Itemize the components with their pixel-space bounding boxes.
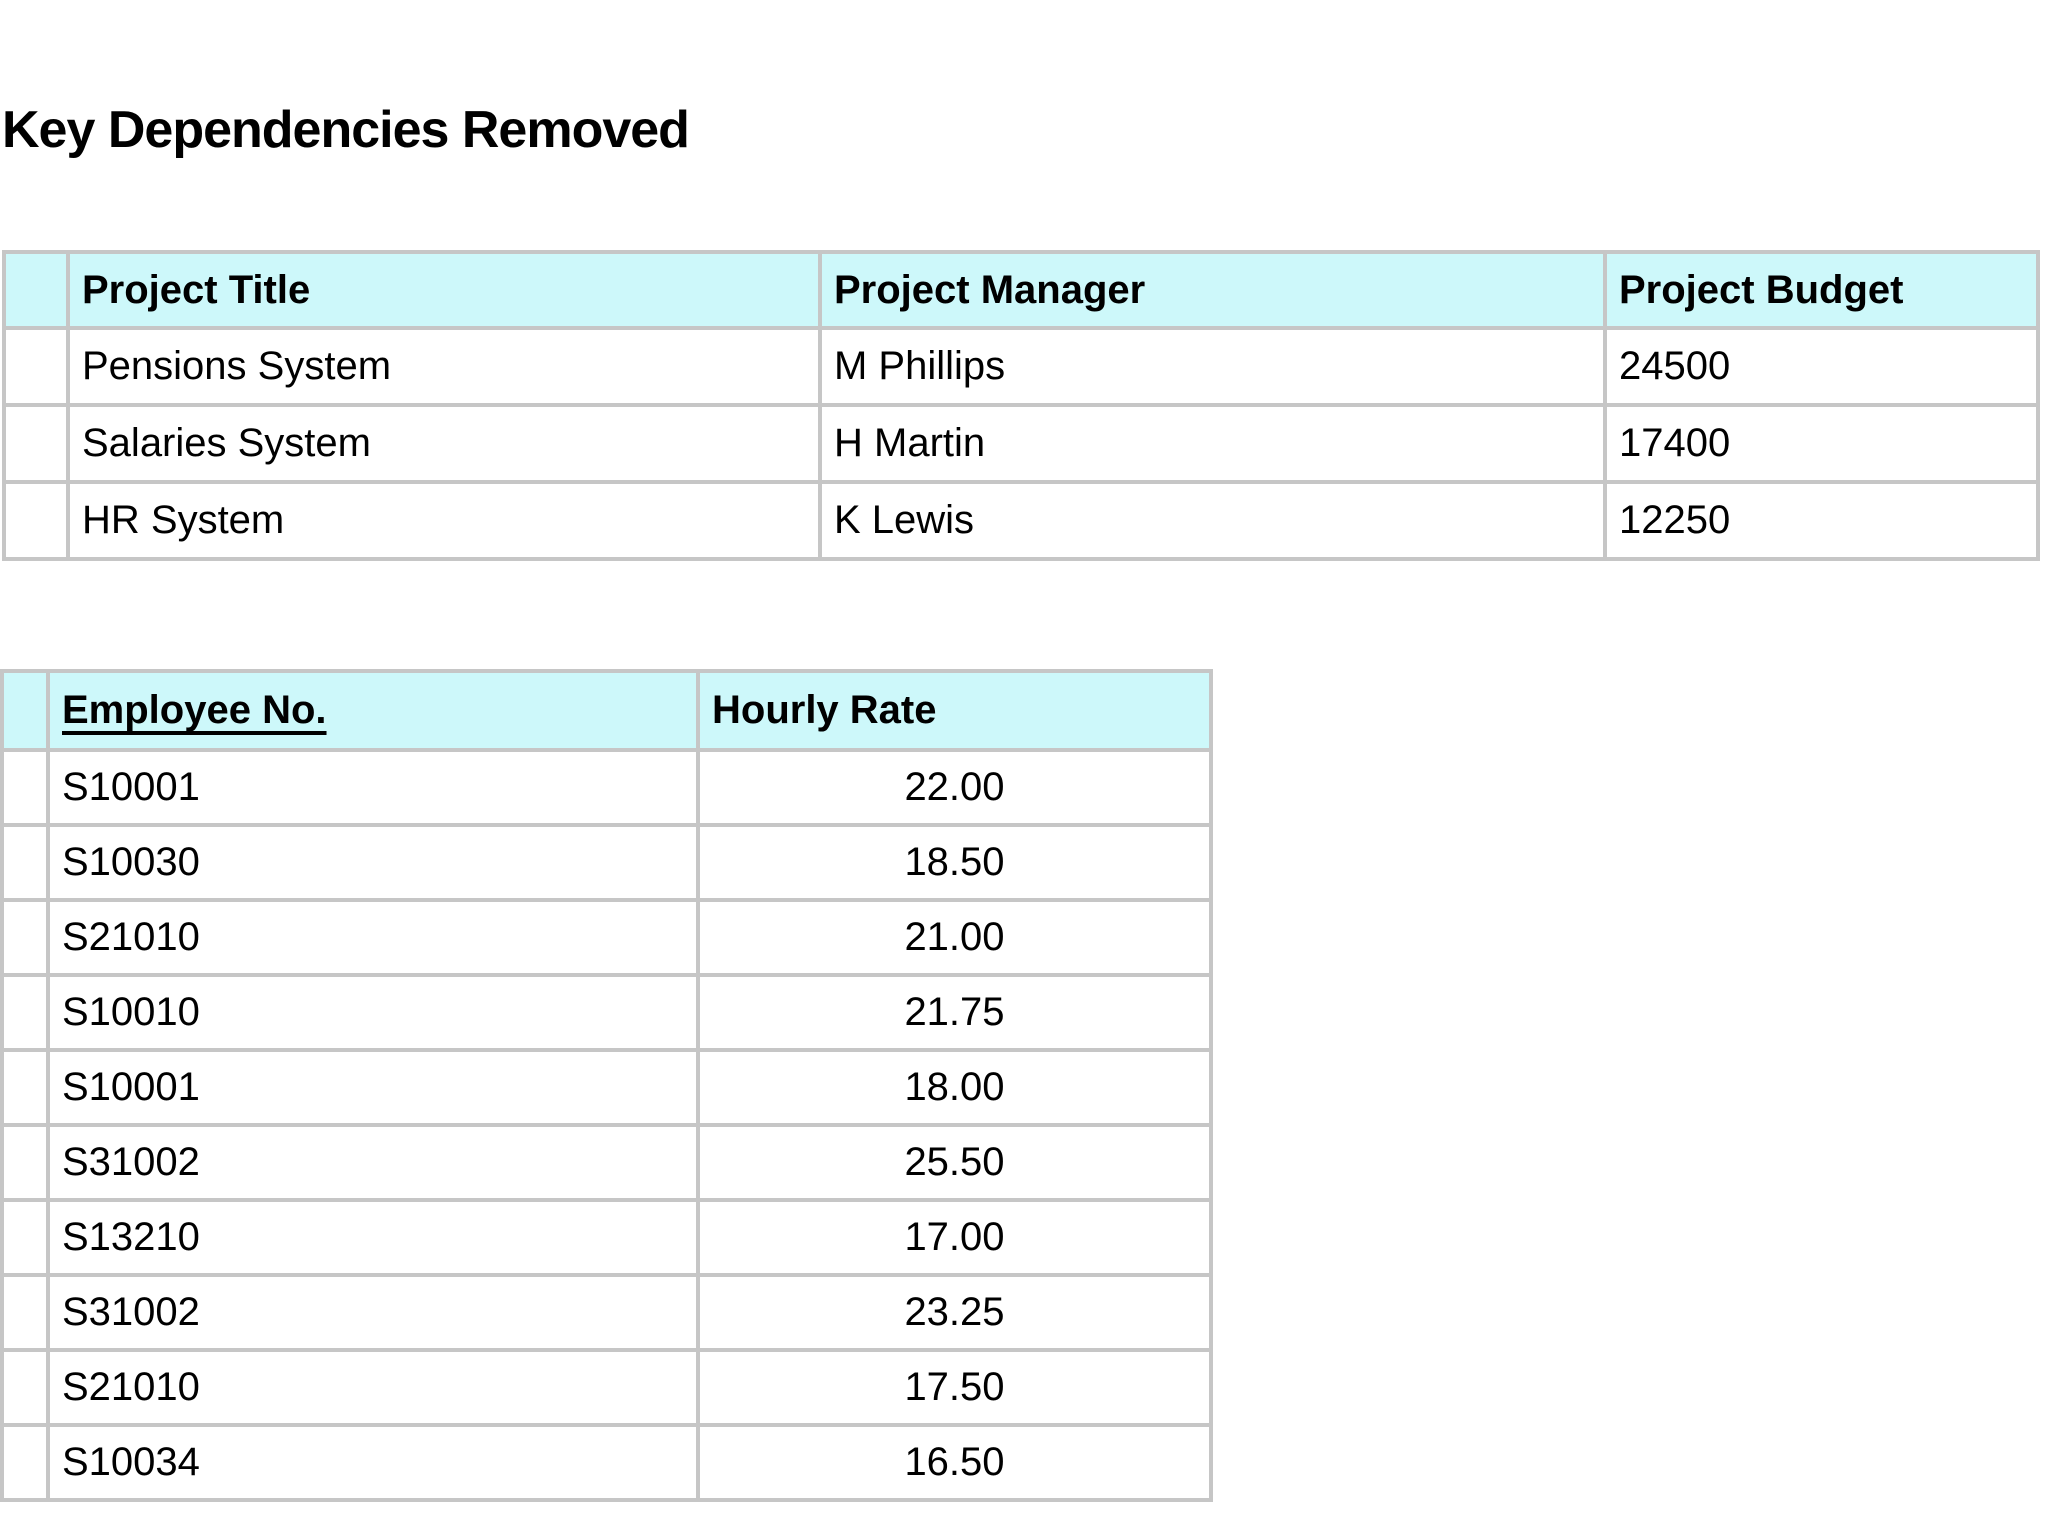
cell: 12250 (1603, 480, 2040, 561)
table-row: Pensions System M Phillips 24500 (2, 326, 2040, 407)
cell: 25.50 (696, 1123, 1213, 1202)
cell: S21010 (46, 898, 700, 977)
cell (0, 1198, 50, 1277)
cell (0, 823, 50, 902)
table-row: S13210 17.00 (0, 1198, 1213, 1277)
header-row: Project Title Project Manager Project Budg… (2, 250, 2040, 330)
cell: HR System (66, 480, 822, 561)
table-row: S10030 18.50 (0, 823, 1213, 902)
cell: S10001 (46, 1048, 700, 1127)
cell (2, 480, 70, 561)
cell (0, 898, 50, 977)
table-row: S10001 18.00 (0, 1048, 1213, 1127)
cell: S13210 (46, 1198, 700, 1277)
cell: S10001 (46, 748, 700, 827)
column-header: Hourly Rate (696, 669, 1213, 752)
cell: Salaries System (66, 403, 822, 484)
cell: 21.00 (696, 898, 1213, 977)
column-header: Employee No. (46, 669, 700, 752)
cell: 18.00 (696, 1048, 1213, 1127)
cell (0, 1348, 50, 1427)
column-header (0, 669, 50, 752)
cell (0, 1423, 50, 1502)
table-row: S21010 21.00 (0, 898, 1213, 977)
cell: S31002 (46, 1123, 700, 1202)
cell (2, 326, 70, 407)
cell: 17400 (1603, 403, 2040, 484)
column-header: Project Title (66, 250, 822, 330)
projects-table: Project Title Project Manager Project Budg… (2, 250, 2040, 561)
hourly-rates-table: Employee No. Hourly Rate S10001 22.00 S10030… (0, 669, 1213, 1502)
cell: S10034 (46, 1423, 700, 1502)
table-row: S31002 25.50 (0, 1123, 1213, 1202)
cell (0, 748, 50, 827)
cell: K Lewis (818, 480, 1607, 561)
cell: S21010 (46, 1348, 700, 1427)
cell: 17.00 (696, 1198, 1213, 1277)
cell (0, 973, 50, 1052)
cell: 22.00 (696, 748, 1213, 827)
cell: S10030 (46, 823, 700, 902)
table-row: S10010 21.75 (0, 973, 1213, 1052)
cell: 18.50 (696, 823, 1213, 902)
table-row: HR System K Lewis 12250 (2, 480, 2040, 561)
table-row: Salaries System H Martin 17400 (2, 403, 2040, 484)
cell: H Martin (818, 403, 1607, 484)
cell: 24500 (1603, 326, 2040, 407)
table-row: S10034 16.50 (0, 1423, 1213, 1502)
cell: S10010 (46, 973, 700, 1052)
cell (0, 1048, 50, 1127)
column-header: Project Manager (818, 250, 1607, 330)
table-row: S10001 22.00 (0, 748, 1213, 827)
cell (0, 1123, 50, 1202)
cell: 23.25 (696, 1273, 1213, 1352)
header-row: Employee No. Hourly Rate (0, 669, 1213, 752)
table-row: S21010 17.50 (0, 1348, 1213, 1427)
cell: 17.50 (696, 1348, 1213, 1427)
table-row: S31002 23.25 (0, 1273, 1213, 1352)
cell: 16.50 (696, 1423, 1213, 1502)
page-title: Key Dependencies Removed (2, 101, 690, 159)
cell (2, 403, 70, 484)
column-header (2, 250, 70, 330)
column-header: Project Budget (1603, 250, 2040, 330)
cell: Pensions System (66, 326, 822, 407)
cell: S31002 (46, 1273, 700, 1352)
cell: M Phillips (818, 326, 1607, 407)
cell: 21.75 (696, 973, 1213, 1052)
cell (0, 1273, 50, 1352)
